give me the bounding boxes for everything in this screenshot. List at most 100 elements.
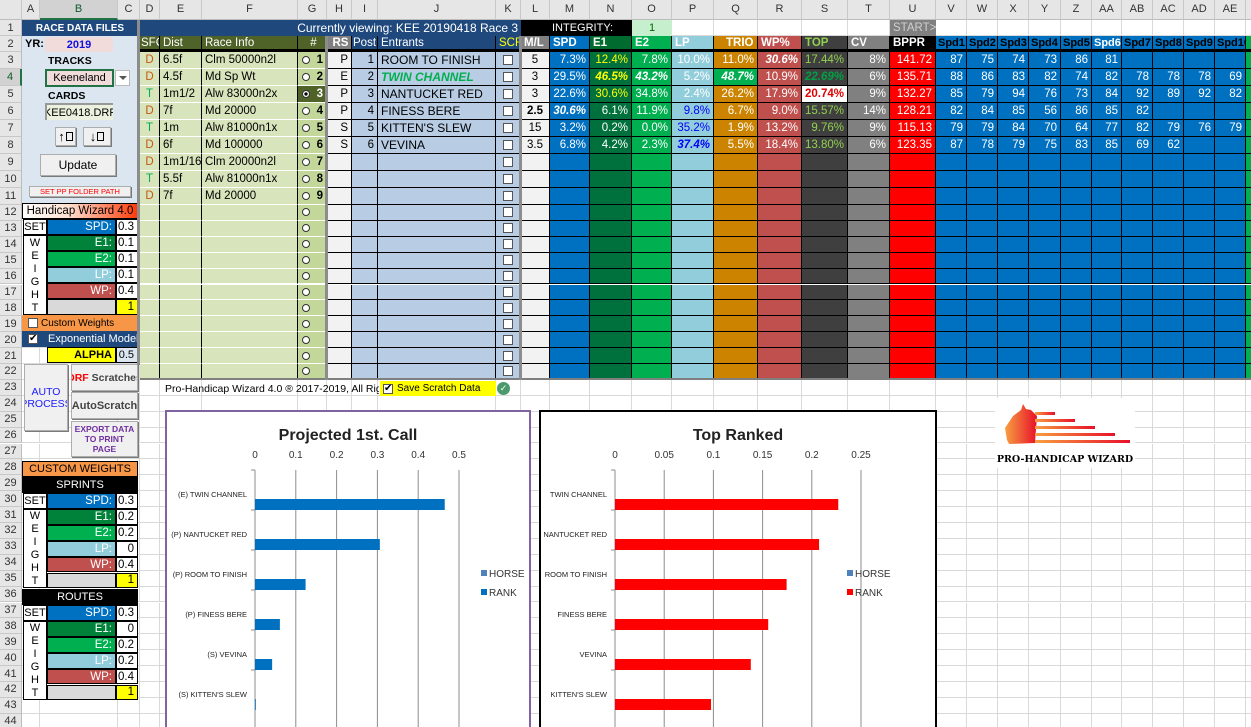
cell[interactable] bbox=[1184, 618, 1215, 635]
cell[interactable] bbox=[140, 634, 160, 651]
cell[interactable] bbox=[1184, 475, 1215, 492]
cell[interactable] bbox=[1122, 475, 1153, 492]
radio-button-icon[interactable] bbox=[302, 56, 310, 64]
scratch-checkbox[interactable] bbox=[503, 207, 513, 218]
cell[interactable] bbox=[936, 554, 967, 571]
cell[interactable] bbox=[1153, 395, 1184, 412]
cell[interactable] bbox=[1153, 666, 1184, 682]
row-header-32[interactable]: 32 bbox=[0, 523, 22, 539]
race-select-6[interactable]: 6 bbox=[298, 137, 327, 154]
cell[interactable] bbox=[1246, 20, 1251, 36]
cell[interactable] bbox=[1122, 507, 1153, 523]
cell[interactable] bbox=[1029, 666, 1061, 682]
cell[interactable] bbox=[967, 586, 998, 603]
radio-button-icon[interactable] bbox=[302, 107, 310, 115]
cell[interactable] bbox=[1122, 586, 1153, 603]
exponential-model-checkbox[interactable]: ✔ bbox=[28, 333, 38, 344]
cell[interactable] bbox=[1246, 428, 1251, 444]
cell[interactable] bbox=[936, 523, 967, 539]
cell[interactable] bbox=[672, 379, 714, 396]
cell[interactable] bbox=[1153, 538, 1184, 555]
cell[interactable] bbox=[1092, 618, 1122, 635]
cell[interactable] bbox=[1061, 475, 1092, 492]
cell[interactable] bbox=[1061, 602, 1092, 619]
race-select-4[interactable]: 4 bbox=[298, 103, 327, 120]
cell[interactable] bbox=[1246, 587, 1251, 603]
cell[interactable] bbox=[1153, 523, 1184, 539]
cell[interactable] bbox=[1246, 634, 1251, 651]
cell[interactable] bbox=[1184, 570, 1215, 587]
column-header-K[interactable]: K bbox=[496, 0, 521, 20]
cell[interactable] bbox=[202, 379, 298, 396]
radio-button-icon[interactable] bbox=[302, 287, 310, 296]
cell[interactable] bbox=[1092, 650, 1122, 667]
cell[interactable] bbox=[890, 379, 936, 396]
cell[interactable] bbox=[936, 538, 967, 555]
column-header-R[interactable]: R bbox=[758, 0, 802, 20]
cell[interactable] bbox=[140, 602, 160, 619]
cell[interactable] bbox=[1122, 443, 1153, 460]
track-dropdown[interactable]: Keeneland bbox=[45, 69, 114, 87]
scratch-checkbox[interactable] bbox=[503, 223, 513, 234]
scratch-checkbox[interactable] bbox=[503, 157, 513, 167]
cell[interactable] bbox=[1061, 20, 1092, 36]
column-header-AD[interactable]: AD bbox=[1184, 0, 1215, 20]
weight-value-lp[interactable]: 0.1 bbox=[116, 267, 138, 283]
cell[interactable] bbox=[936, 650, 967, 667]
radio-button-icon[interactable] bbox=[302, 158, 310, 166]
cell[interactable] bbox=[936, 427, 967, 444]
cell[interactable] bbox=[998, 602, 1029, 619]
race-select-empty[interactable] bbox=[298, 348, 327, 364]
column-header-O[interactable]: O bbox=[632, 0, 672, 20]
cell[interactable] bbox=[140, 570, 160, 587]
cell[interactable] bbox=[1246, 714, 1251, 727]
scratch-checkbox[interactable] bbox=[503, 140, 513, 150]
cell[interactable] bbox=[1061, 697, 1092, 714]
cell[interactable] bbox=[967, 666, 998, 682]
cell[interactable] bbox=[967, 20, 998, 36]
row-header-12[interactable]: 12 bbox=[0, 205, 22, 221]
cell[interactable] bbox=[1029, 602, 1061, 619]
cell[interactable] bbox=[1215, 507, 1246, 523]
cell[interactable] bbox=[1215, 411, 1246, 428]
cell[interactable] bbox=[967, 713, 998, 727]
cell[interactable] bbox=[967, 618, 998, 635]
cell[interactable] bbox=[998, 713, 1029, 727]
cell[interactable] bbox=[998, 586, 1029, 603]
cell[interactable] bbox=[936, 379, 967, 396]
cell[interactable] bbox=[1029, 586, 1061, 603]
weight-value-e2[interactable]: 0.2 bbox=[116, 524, 138, 541]
cell[interactable] bbox=[140, 682, 160, 698]
cell[interactable] bbox=[1122, 602, 1153, 619]
row-header-43[interactable]: 43 bbox=[0, 697, 22, 714]
radio-button-icon[interactable] bbox=[302, 90, 310, 98]
cell[interactable] bbox=[1092, 666, 1122, 682]
cell[interactable] bbox=[1092, 554, 1122, 571]
cell[interactable] bbox=[1246, 459, 1251, 476]
set-pp-folder-path-button[interactable]: SET PP FOLDER PATH bbox=[29, 186, 131, 197]
cell[interactable] bbox=[1153, 20, 1184, 36]
race-select-7[interactable]: 7 bbox=[298, 154, 327, 171]
cell[interactable] bbox=[1092, 697, 1122, 714]
row-header-33[interactable]: 33 bbox=[0, 538, 22, 555]
cell[interactable] bbox=[967, 459, 998, 476]
cell[interactable] bbox=[1153, 682, 1184, 698]
cell[interactable] bbox=[1184, 379, 1215, 396]
cell[interactable] bbox=[1153, 713, 1184, 727]
row-header-16[interactable]: 16 bbox=[0, 268, 22, 285]
custom-weights-checkbox[interactable] bbox=[28, 318, 38, 328]
cell[interactable] bbox=[967, 395, 998, 412]
scratch-checkbox[interactable] bbox=[503, 350, 513, 361]
row-header-35[interactable]: 35 bbox=[0, 570, 22, 587]
exponential-model-toggle[interactable]: ✔ Exponential Model bbox=[22, 331, 138, 347]
cell[interactable] bbox=[1122, 697, 1153, 714]
cell[interactable] bbox=[1092, 538, 1122, 555]
cell[interactable] bbox=[1061, 570, 1092, 587]
weight-value-e1[interactable]: 0.1 bbox=[116, 235, 138, 251]
scratch-checkbox[interactable] bbox=[503, 366, 513, 377]
cell[interactable] bbox=[1092, 586, 1122, 603]
cell[interactable] bbox=[1122, 666, 1153, 682]
column-header-AB[interactable]: AB bbox=[1122, 0, 1153, 20]
cell[interactable] bbox=[1153, 507, 1184, 523]
cell[interactable] bbox=[1092, 379, 1122, 396]
